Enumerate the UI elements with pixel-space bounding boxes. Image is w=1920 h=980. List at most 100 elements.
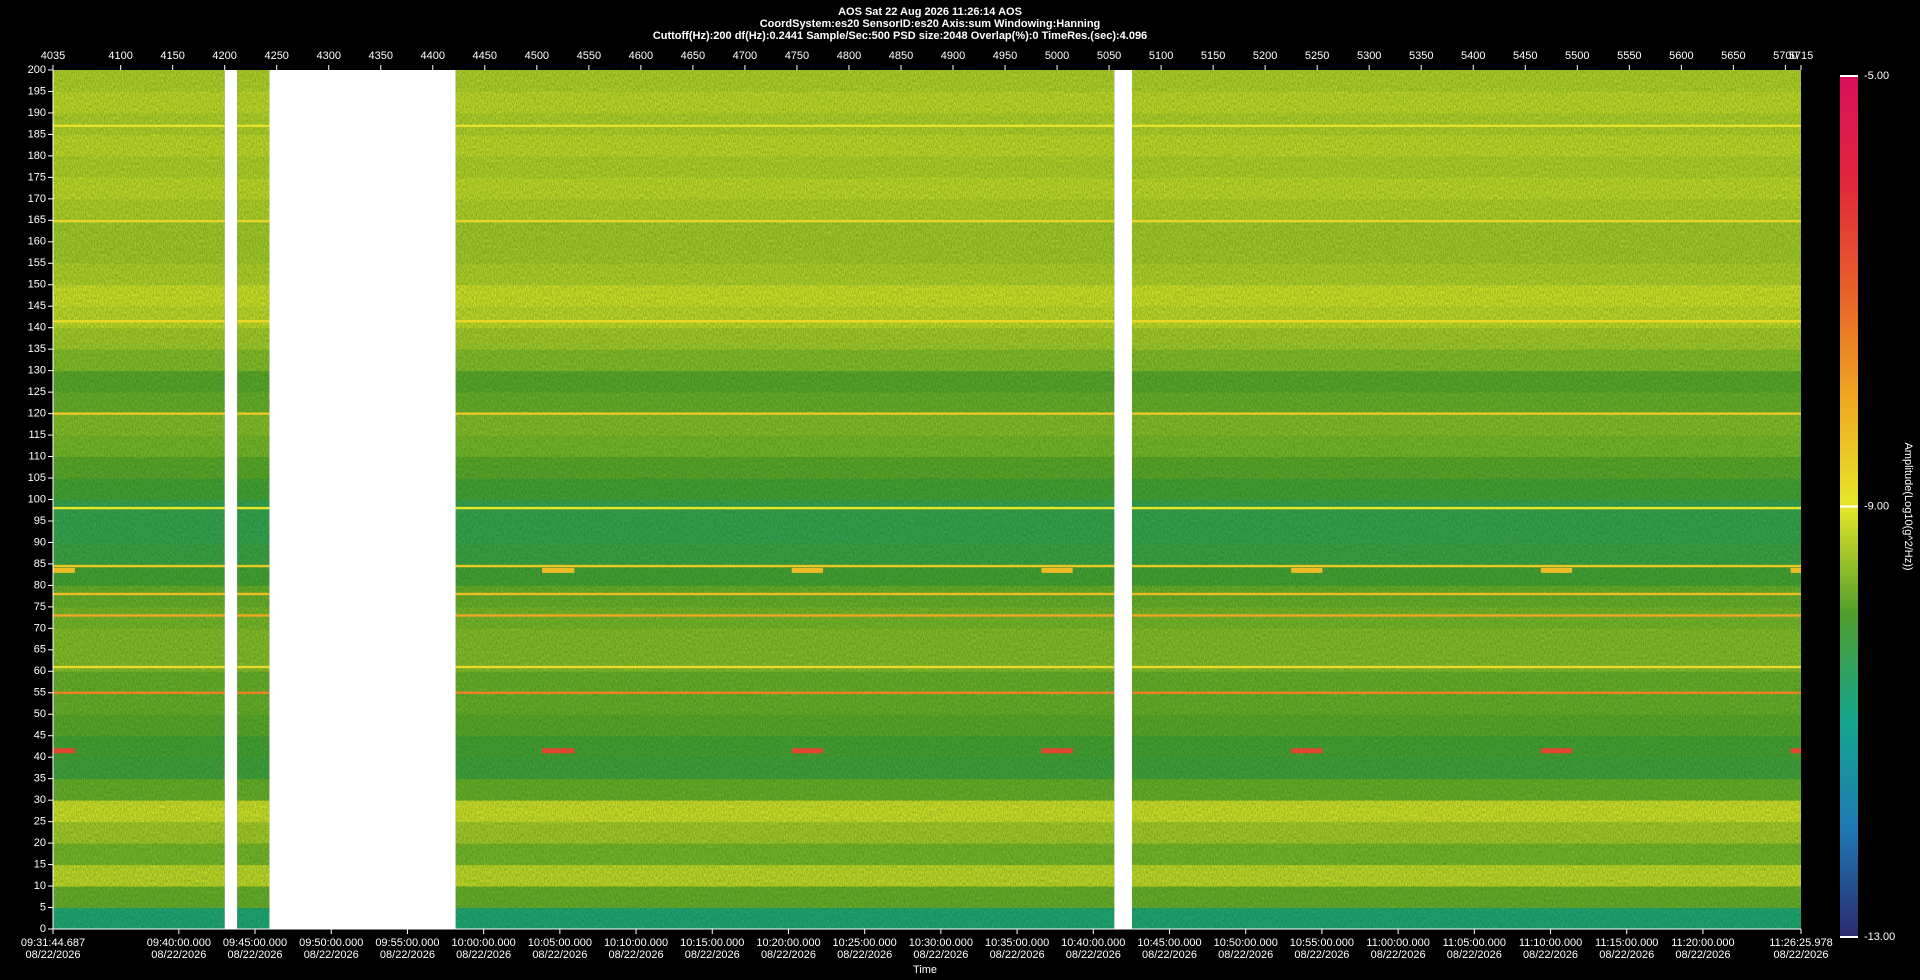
band-cell — [53, 263, 225, 286]
band-cell — [1131, 714, 1801, 737]
band-cell — [1131, 800, 1801, 823]
x-tick-date: 08/22/2026 — [837, 949, 892, 961]
y-tick-label: 180 — [28, 150, 46, 162]
y-tick-label: 60 — [34, 665, 46, 677]
band-cell — [1131, 284, 1801, 307]
x2-tick-label: 5150 — [1201, 50, 1225, 62]
band-cell — [1131, 327, 1801, 350]
x-tick-label: 11:20:00.000 — [1671, 937, 1734, 949]
x-tick-label: 10:30:00.000 — [909, 937, 973, 949]
y-tick-label: 75 — [34, 601, 46, 613]
band-cell — [53, 671, 225, 694]
band-cell — [455, 435, 1115, 458]
pulse — [542, 748, 575, 754]
band-cell — [53, 241, 225, 264]
band-cell — [455, 241, 1115, 264]
band-cell — [237, 370, 270, 393]
band-cell — [237, 327, 270, 350]
x2-tick-label: 4750 — [785, 50, 809, 62]
spectral-line — [53, 219, 225, 223]
x2-tick-label: 5350 — [1409, 50, 1433, 62]
y-tick-label: 140 — [28, 322, 46, 334]
band-cell — [1131, 263, 1801, 286]
x-tick-date: 08/22/2026 — [1066, 949, 1121, 961]
pulse — [1041, 748, 1073, 754]
band-cell — [53, 327, 225, 350]
band-cell — [53, 112, 225, 135]
spectral-line — [455, 665, 1115, 669]
band-cell — [455, 735, 1115, 758]
band-cell — [237, 800, 270, 823]
band-cell — [1131, 456, 1801, 479]
band-cell — [53, 91, 225, 114]
x2-tick-label: 4350 — [369, 50, 393, 62]
x-tick-label: 10:15:00.000 — [680, 937, 744, 949]
band-cell — [1131, 606, 1801, 629]
band-cell — [237, 606, 270, 629]
band-cell — [237, 714, 270, 737]
band-cell — [53, 349, 225, 372]
band-cell — [53, 478, 225, 500]
x-tick-label: 09:45:00.000 — [223, 937, 287, 949]
band-cell — [237, 886, 270, 909]
band-cell — [1131, 628, 1801, 651]
band-cell — [1131, 134, 1801, 157]
band-cell — [53, 456, 225, 479]
band-cell — [53, 864, 225, 887]
band-cell — [237, 349, 270, 372]
x2-tick-label: 4800 — [837, 50, 861, 62]
band-cell — [455, 112, 1115, 135]
x-tick-label: 09:31:44.687 — [21, 937, 85, 949]
y-tick-label: 195 — [28, 85, 46, 97]
band-cell — [1131, 112, 1801, 135]
y-tick-label: 185 — [28, 128, 46, 140]
band-cell — [1131, 843, 1801, 866]
y-tick-label: 120 — [28, 408, 46, 420]
spectral-line — [237, 691, 270, 694]
x-tick-date: 08/22/2026 — [1142, 949, 1197, 961]
colorbar-label: Amplitude(Log10(g^2/Hz)) — [1902, 442, 1914, 570]
x-tick-date: 08/22/2026 — [532, 949, 587, 961]
band-cell — [237, 263, 270, 286]
x-tick-label: 11:26:25.978 — [1769, 937, 1832, 949]
x2-tick-label: 4250 — [264, 50, 288, 62]
band-cell — [455, 864, 1115, 887]
band-cell — [237, 177, 270, 200]
band-cell — [237, 435, 270, 458]
x-tick-date: 08/22/2026 — [227, 949, 282, 961]
spectral-line — [1131, 691, 1801, 694]
pulse — [791, 748, 823, 754]
band-cell — [53, 628, 225, 651]
band-cell — [455, 886, 1115, 909]
band-cell — [237, 413, 270, 436]
spectral-line — [455, 614, 1115, 617]
spectral-line — [455, 592, 1115, 596]
band-cell — [53, 714, 225, 737]
band-cell — [1131, 886, 1801, 909]
y-tick-label: 50 — [34, 708, 46, 720]
x-tick-label: 10:50:00.000 — [1214, 937, 1278, 949]
x2-tick-label: 4450 — [473, 50, 497, 62]
band-cell — [237, 284, 270, 307]
x2-tick-label: 5715 — [1789, 50, 1813, 62]
band-cell — [455, 370, 1115, 393]
band-cell — [53, 821, 225, 844]
x-tick-date: 08/22/2026 — [1218, 949, 1273, 961]
band-cell — [455, 327, 1115, 350]
band-cell — [237, 456, 270, 479]
pulse — [791, 567, 823, 573]
band-cell — [1131, 649, 1801, 672]
band-cell — [237, 628, 270, 651]
band-cell — [1131, 585, 1801, 608]
band-cell — [455, 843, 1115, 866]
y-tick-label: 90 — [34, 536, 46, 548]
x-tick-date: 08/22/2026 — [1773, 949, 1828, 961]
band-cell — [455, 478, 1115, 500]
band-cell — [53, 778, 225, 801]
band-cell — [53, 499, 225, 522]
band-cell — [1131, 220, 1801, 243]
band-cell — [53, 757, 225, 780]
pulse — [1041, 567, 1073, 573]
pulse — [1540, 748, 1573, 754]
